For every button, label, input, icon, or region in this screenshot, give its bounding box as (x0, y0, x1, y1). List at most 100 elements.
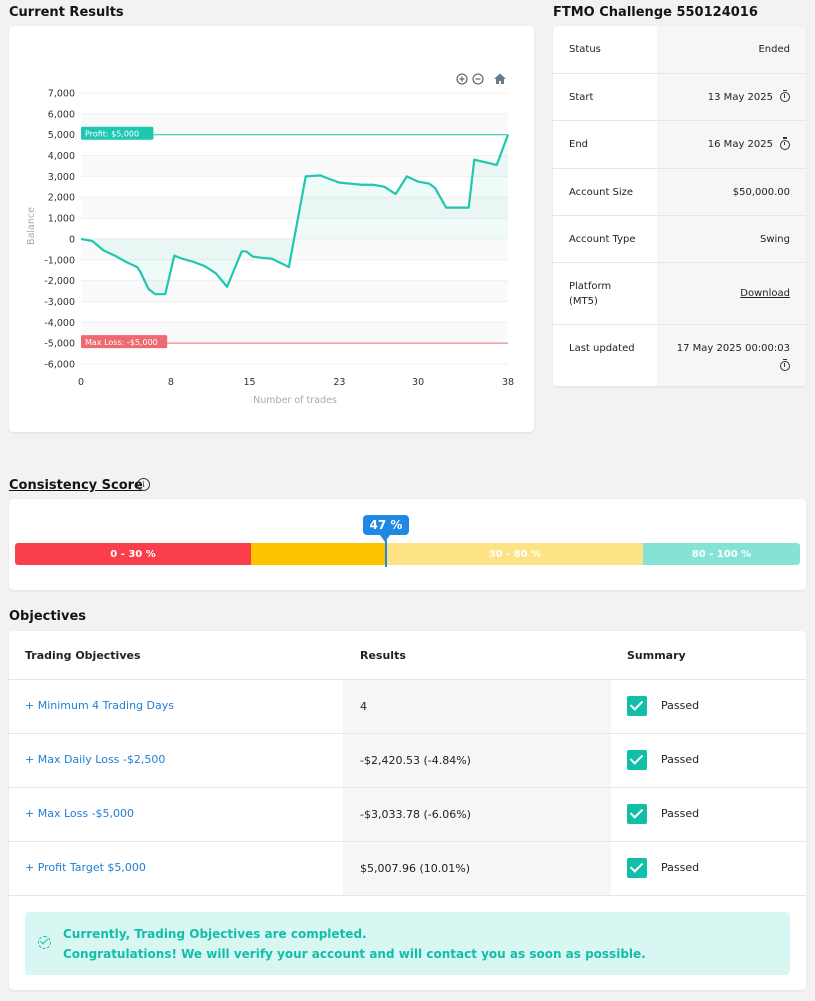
check-icon (627, 858, 647, 878)
info-row-platform: Platform (MT5) Download (553, 263, 806, 325)
account-info-card: Status Ended Start 13 May 2025 End 16 Ma… (553, 26, 806, 386)
check-icon (627, 750, 647, 770)
objective-expand-link[interactable]: + Max Daily Loss -$2,500 (25, 753, 166, 766)
grid-band (81, 197, 508, 219)
objective-expand-link[interactable]: + Profit Target $5,000 (25, 861, 146, 874)
stopwatch-icon (780, 358, 790, 371)
profit-target-label: Profit: $5,000 (85, 130, 139, 139)
home-icon[interactable] (494, 73, 506, 85)
score-marker-arrow (380, 535, 390, 542)
check-icon (627, 804, 647, 824)
objectives-header-row: Trading Objectives Results Summary (9, 631, 806, 680)
info-key: Start (569, 91, 594, 103)
last-updated-text: 17 May 2025 00:00:03 (676, 343, 790, 354)
x-tick-label: 8 (168, 377, 174, 388)
y-tick-label: 2,000 (48, 193, 75, 204)
objective-status: Passed (661, 861, 700, 874)
objective-status: Passed (661, 807, 700, 820)
header-objective: Trading Objectives (25, 649, 141, 662)
y-tick-label: 3,000 (48, 172, 75, 183)
start-date: 13 May 2025 (707, 91, 773, 103)
consistency-segment-low: 0 - 30 % (15, 543, 251, 565)
y-axis-title: Balance (26, 207, 37, 245)
info-key: Account Type (569, 233, 636, 245)
info-key: Account Size (569, 186, 634, 198)
last-updated-value: 17 May 2025 00:00:03 (657, 325, 806, 386)
grid-band (81, 322, 508, 344)
objective-status: Passed (661, 753, 700, 766)
max-loss-badge (81, 335, 168, 349)
x-tick-label: 30 (412, 377, 424, 388)
score-marker-line (385, 540, 387, 567)
y-tick-label: -6,000 (44, 360, 75, 371)
account-size-value: $50,000.00 (657, 169, 806, 215)
objective-expand-link[interactable]: + Max Loss -$5,000 (25, 807, 135, 820)
score-badge: 47 % (363, 515, 409, 535)
header-summary: Summary (627, 649, 686, 662)
info-row-account-type: Account Type Swing (553, 216, 806, 263)
download-link[interactable]: Download (740, 288, 790, 299)
end-date: 16 May 2025 (707, 139, 773, 150)
objective-row: + Max Loss -$5,000 -$3,033.78 (-6.06%) P… (9, 788, 806, 842)
y-tick-label: 7,000 (48, 89, 75, 100)
check-icon (627, 696, 647, 716)
objective-row: + Minimum 4 Trading Days 4 Passed (9, 680, 806, 734)
y-tick-label: -4,000 (44, 318, 75, 329)
consistency-card: 0 - 30 % 30 - 80 % 80 - 100 % 47 % (9, 499, 806, 590)
x-axis-title: Number of trades (253, 395, 337, 406)
chart-card: Profit: $5,000 Max Loss: -$5,000 7,000 6,0… (9, 26, 534, 432)
info-key: Status (569, 44, 601, 55)
y-tick-label: -2,000 (44, 276, 75, 287)
y-tick-label: 4,000 (48, 151, 75, 162)
account-title: FTMO Challenge 550124016 (553, 5, 758, 20)
y-tick-label: -3,000 (44, 297, 75, 308)
success-line-1: Currently, Trading Objectives are comple… (63, 927, 367, 941)
y-tick-label: 0 (69, 234, 75, 245)
info-key: End (569, 139, 589, 150)
info-key: Last updated (569, 343, 635, 354)
y-tick-label: 5,000 (48, 130, 75, 141)
end-value: 16 May 2025 (657, 121, 806, 168)
platform-value: Download (657, 263, 806, 324)
grid-band (81, 280, 508, 302)
objective-status: Passed (661, 699, 700, 712)
grid-band (81, 155, 508, 177)
objective-row: + Max Daily Loss -$2,500 -$2,420.53 (-4.… (9, 734, 806, 788)
y-tick-label: -5,000 (44, 339, 75, 350)
objective-row: + Profit Target $5,000 $5,007.96 (10.01%… (9, 842, 806, 896)
grid-band (81, 113, 508, 135)
zoom-out-icon[interactable] (472, 73, 484, 85)
objective-result: 4 (343, 680, 611, 733)
x-tick-label: 23 (333, 377, 345, 388)
info-key: Platform (MT5) (569, 280, 612, 307)
objective-result: -$2,420.53 (-4.84%) (343, 734, 611, 787)
stopwatch-icon (780, 137, 790, 150)
info-icon[interactable]: i (137, 478, 150, 491)
consistency-segment-warning (251, 543, 387, 565)
consistency-segment-mid: 30 - 80 % (387, 543, 643, 565)
zoom-in-icon[interactable] (456, 73, 468, 85)
y-tick-label: -1,000 (44, 255, 75, 266)
chart-section-title: Current Results (9, 5, 124, 20)
profit-target-badge (81, 126, 154, 140)
consistency-title[interactable]: Consistency Score (9, 478, 143, 493)
consistency-segment-high: 80 - 100 % (643, 543, 800, 565)
balance-chart: Profit: $5,000 Max Loss: -$5,000 7,000 6,0… (26, 73, 514, 406)
balance-line (80, 134, 510, 296)
status-value: Ended (657, 26, 806, 73)
info-row-last-updated: Last updated 17 May 2025 00:00:03 (553, 325, 806, 386)
objective-result: -$3,033.78 (-6.06%) (343, 788, 611, 841)
info-row-end: End 16 May 2025 (553, 121, 806, 169)
y-tick-label: 6,000 (48, 109, 75, 120)
success-line-2: Congratulations! We will verify your acc… (63, 947, 646, 961)
account-type-value: Swing (657, 216, 806, 262)
info-row-status: Status Ended (553, 26, 806, 74)
grid-band (81, 238, 508, 260)
stopwatch-icon (780, 89, 790, 102)
objective-expand-link[interactable]: + Minimum 4 Trading Days (25, 699, 174, 712)
objective-result: $5,007.96 (10.01%) (343, 842, 611, 895)
x-tick-label: 15 (244, 377, 256, 388)
start-value: 13 May 2025 (657, 74, 806, 120)
max-loss-label: Max Loss: -$5,000 (85, 338, 158, 347)
x-tick-label: 0 (78, 377, 84, 388)
